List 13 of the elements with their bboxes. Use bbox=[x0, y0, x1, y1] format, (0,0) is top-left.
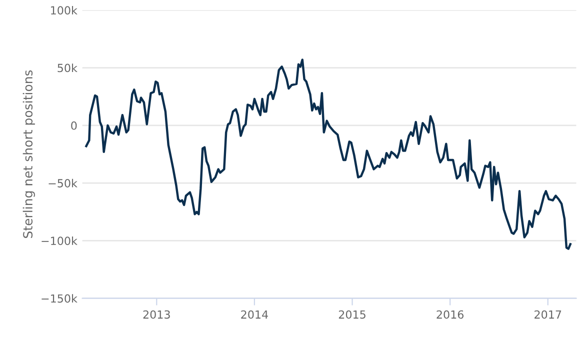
line-series bbox=[85, 58, 572, 250]
y-tick-label: −150k bbox=[42, 294, 78, 303]
x-tick-label: 2015 bbox=[338, 310, 366, 319]
y-tick-label: 50k bbox=[58, 64, 78, 72]
x-tick-label: 2013 bbox=[143, 310, 170, 319]
x-tick-label: 2017 bbox=[534, 310, 562, 319]
y-tick-label: −100k bbox=[42, 236, 78, 246]
y-tick-label: −50k bbox=[48, 178, 78, 188]
y-tick-label: 0 bbox=[71, 121, 77, 130]
y-tick-label: 100k bbox=[51, 6, 78, 15]
y-axis-title: Sterling net short positions bbox=[22, 70, 35, 238]
x-tick-label: 2014 bbox=[241, 310, 268, 319]
x-tick-label: 2016 bbox=[436, 310, 464, 319]
